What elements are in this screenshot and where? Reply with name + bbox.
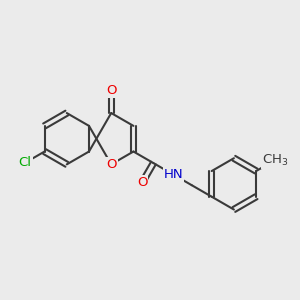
- Text: CH$_3$: CH$_3$: [262, 153, 288, 168]
- Text: HN: HN: [164, 168, 183, 181]
- Text: O: O: [106, 84, 116, 97]
- Text: O: O: [137, 176, 147, 189]
- Text: O: O: [106, 158, 116, 171]
- Text: Cl: Cl: [19, 156, 32, 169]
